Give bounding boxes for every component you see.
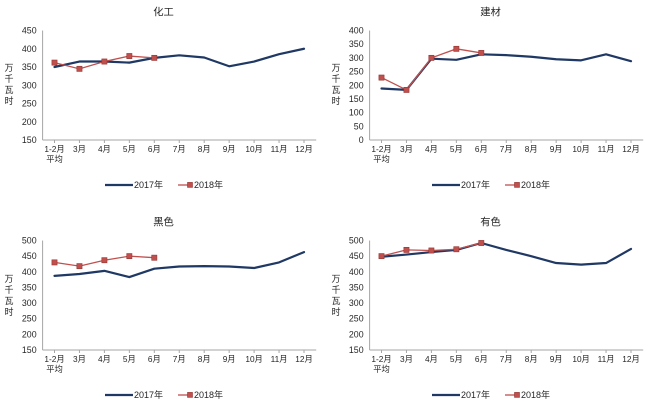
svg-text:8月: 8月 — [198, 144, 211, 154]
svg-text:5月: 5月 — [123, 144, 136, 154]
svg-text:7月: 7月 — [173, 144, 186, 154]
svg-text:4月: 4月 — [98, 144, 111, 154]
svg-text:500: 500 — [22, 236, 37, 246]
svg-text:7月: 7月 — [500, 354, 513, 364]
svg-text:1-2月: 1-2月 — [371, 354, 391, 364]
svg-text:6月: 6月 — [475, 354, 488, 364]
svg-text:9月: 9月 — [550, 354, 563, 364]
svg-text:3月: 3月 — [400, 144, 413, 154]
svg-text:6月: 6月 — [475, 144, 488, 154]
svg-text:400: 400 — [349, 26, 364, 36]
svg-text:500: 500 — [349, 236, 364, 246]
svg-text:12月: 12月 — [622, 354, 640, 364]
svg-text:4月: 4月 — [425, 354, 438, 364]
svg-text:250: 250 — [349, 314, 364, 324]
svg-text:200: 200 — [349, 330, 364, 340]
svg-text:150: 150 — [22, 345, 37, 355]
svg-text:6月: 6月 — [148, 354, 161, 364]
svg-text:450: 450 — [22, 26, 37, 36]
svg-text:250: 250 — [22, 99, 37, 109]
svg-text:3月: 3月 — [73, 354, 86, 364]
svg-text:12月: 12月 — [295, 354, 313, 364]
svg-text:450: 450 — [349, 251, 364, 261]
svg-text:1-2月: 1-2月 — [44, 144, 64, 154]
svg-text:8月: 8月 — [525, 144, 538, 154]
svg-text:10月: 10月 — [245, 144, 263, 154]
svg-text:平均: 平均 — [373, 154, 390, 164]
svg-text:7月: 7月 — [500, 144, 513, 154]
svg-text:10月: 10月 — [572, 354, 590, 364]
svg-text:250: 250 — [349, 67, 364, 77]
svg-text:11月: 11月 — [598, 354, 615, 364]
svg-text:平均: 平均 — [46, 364, 63, 374]
svg-text:8月: 8月 — [525, 354, 538, 364]
svg-text:9月: 9月 — [223, 144, 236, 154]
svg-text:350: 350 — [349, 39, 364, 49]
svg-text:5月: 5月 — [450, 354, 463, 364]
svg-text:300: 300 — [22, 298, 37, 308]
svg-text:450: 450 — [22, 251, 37, 261]
svg-text:12月: 12月 — [622, 144, 640, 154]
svg-text:12月: 12月 — [295, 144, 313, 154]
svg-text:5月: 5月 — [450, 144, 463, 154]
svg-text:1-2月: 1-2月 — [371, 144, 391, 154]
svg-text:150: 150 — [349, 94, 364, 104]
svg-text:350: 350 — [22, 283, 37, 293]
svg-text:400: 400 — [22, 44, 37, 54]
svg-text:11月: 11月 — [271, 144, 288, 154]
svg-text:400: 400 — [22, 267, 37, 277]
svg-text:150: 150 — [349, 345, 364, 355]
svg-text:250: 250 — [22, 314, 37, 324]
svg-text:50: 50 — [354, 121, 364, 131]
svg-text:9月: 9月 — [223, 354, 236, 364]
svg-text:化工: 化工 — [153, 6, 174, 19]
svg-text:100: 100 — [349, 108, 364, 118]
svg-text:350: 350 — [22, 62, 37, 72]
svg-text:有色: 有色 — [480, 216, 501, 229]
svg-text:400: 400 — [349, 267, 364, 277]
svg-text:10月: 10月 — [572, 144, 590, 154]
svg-text:200: 200 — [22, 117, 37, 127]
svg-text:9月: 9月 — [550, 144, 563, 154]
svg-text:8月: 8月 — [198, 354, 211, 364]
svg-text:7月: 7月 — [173, 354, 186, 364]
svg-text:3月: 3月 — [400, 354, 413, 364]
svg-text:6月: 6月 — [148, 144, 161, 154]
svg-text:150: 150 — [22, 135, 37, 145]
svg-text:5月: 5月 — [123, 354, 136, 364]
svg-text:11月: 11月 — [598, 144, 615, 154]
svg-text:1-2月: 1-2月 — [44, 354, 64, 364]
svg-text:10月: 10月 — [245, 354, 263, 364]
svg-text:300: 300 — [349, 53, 364, 63]
svg-text:11月: 11月 — [271, 354, 288, 364]
svg-text:4月: 4月 — [425, 144, 438, 154]
svg-text:平均: 平均 — [373, 364, 390, 374]
svg-text:200: 200 — [22, 330, 37, 340]
svg-text:平均: 平均 — [46, 154, 63, 164]
svg-text:350: 350 — [349, 283, 364, 293]
svg-text:3月: 3月 — [73, 144, 86, 154]
svg-text:200: 200 — [349, 80, 364, 90]
svg-text:黑色: 黑色 — [153, 216, 174, 229]
svg-text:建材: 建材 — [480, 6, 501, 19]
svg-text:300: 300 — [349, 298, 364, 308]
svg-text:0: 0 — [359, 135, 364, 145]
svg-text:300: 300 — [22, 80, 37, 90]
svg-text:4月: 4月 — [98, 354, 111, 364]
